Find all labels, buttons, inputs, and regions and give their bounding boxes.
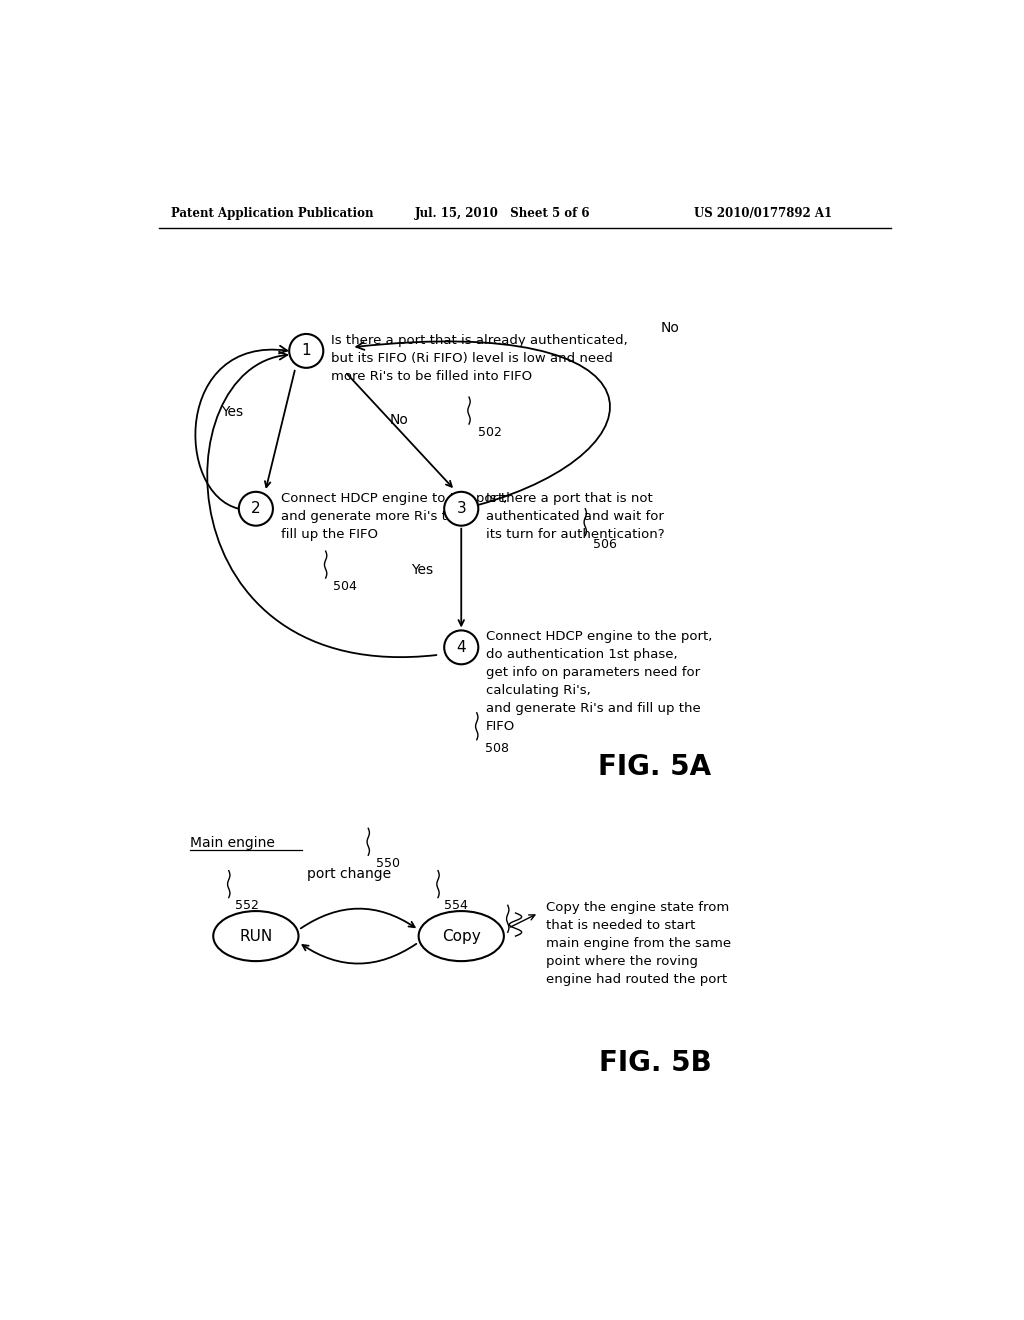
Text: 508: 508	[484, 742, 509, 755]
Text: Connect HDCP engine to the port,
and generate more Ri's to
fill up the FIFO: Connect HDCP engine to the port, and gen…	[281, 492, 507, 541]
Circle shape	[444, 631, 478, 664]
Text: US 2010/0177892 A1: US 2010/0177892 A1	[693, 207, 831, 220]
Text: Copy the engine state from
that is needed to start
main engine from the same
poi: Copy the engine state from that is neede…	[547, 902, 731, 986]
Text: Is there a port that is already authenticated,
but its FIFO (Ri FIFO) level is l: Is there a port that is already authenti…	[331, 334, 628, 383]
Text: Jul. 15, 2010   Sheet 5 of 6: Jul. 15, 2010 Sheet 5 of 6	[415, 207, 590, 220]
Text: 502: 502	[478, 426, 502, 440]
Text: RUN: RUN	[240, 928, 272, 944]
Text: port change: port change	[307, 867, 391, 880]
Ellipse shape	[213, 911, 299, 961]
Text: 506: 506	[593, 539, 616, 550]
Text: Is there a port that is not
authenticated and wait for
its turn for authenticati: Is there a port that is not authenticate…	[486, 492, 665, 541]
Text: Copy: Copy	[442, 928, 480, 944]
Text: No: No	[390, 413, 409, 428]
Text: Patent Application Publication: Patent Application Publication	[171, 207, 373, 220]
FancyArrowPatch shape	[207, 351, 436, 657]
Circle shape	[444, 492, 478, 525]
Text: 4: 4	[457, 640, 466, 655]
FancyArrowPatch shape	[356, 342, 610, 506]
Text: 1: 1	[301, 343, 311, 359]
Text: Yes: Yes	[221, 405, 244, 420]
Text: FIG. 5B: FIG. 5B	[599, 1049, 712, 1077]
Circle shape	[239, 492, 273, 525]
Text: 504: 504	[334, 581, 357, 594]
Text: 3: 3	[457, 502, 466, 516]
FancyArrowPatch shape	[196, 346, 287, 508]
Circle shape	[289, 334, 324, 368]
Text: 2: 2	[251, 502, 261, 516]
Text: Connect HDCP engine to the port,
do authentication 1st phase,
get info on parame: Connect HDCP engine to the port, do auth…	[486, 631, 713, 734]
Text: 550: 550	[376, 857, 400, 870]
Text: FIG. 5A: FIG. 5A	[598, 752, 712, 780]
Text: Main engine: Main engine	[190, 836, 274, 850]
Text: 554: 554	[444, 899, 468, 912]
Text: No: No	[662, 321, 680, 335]
Ellipse shape	[419, 911, 504, 961]
Text: 552: 552	[234, 899, 259, 912]
Text: Yes: Yes	[412, 564, 433, 577]
